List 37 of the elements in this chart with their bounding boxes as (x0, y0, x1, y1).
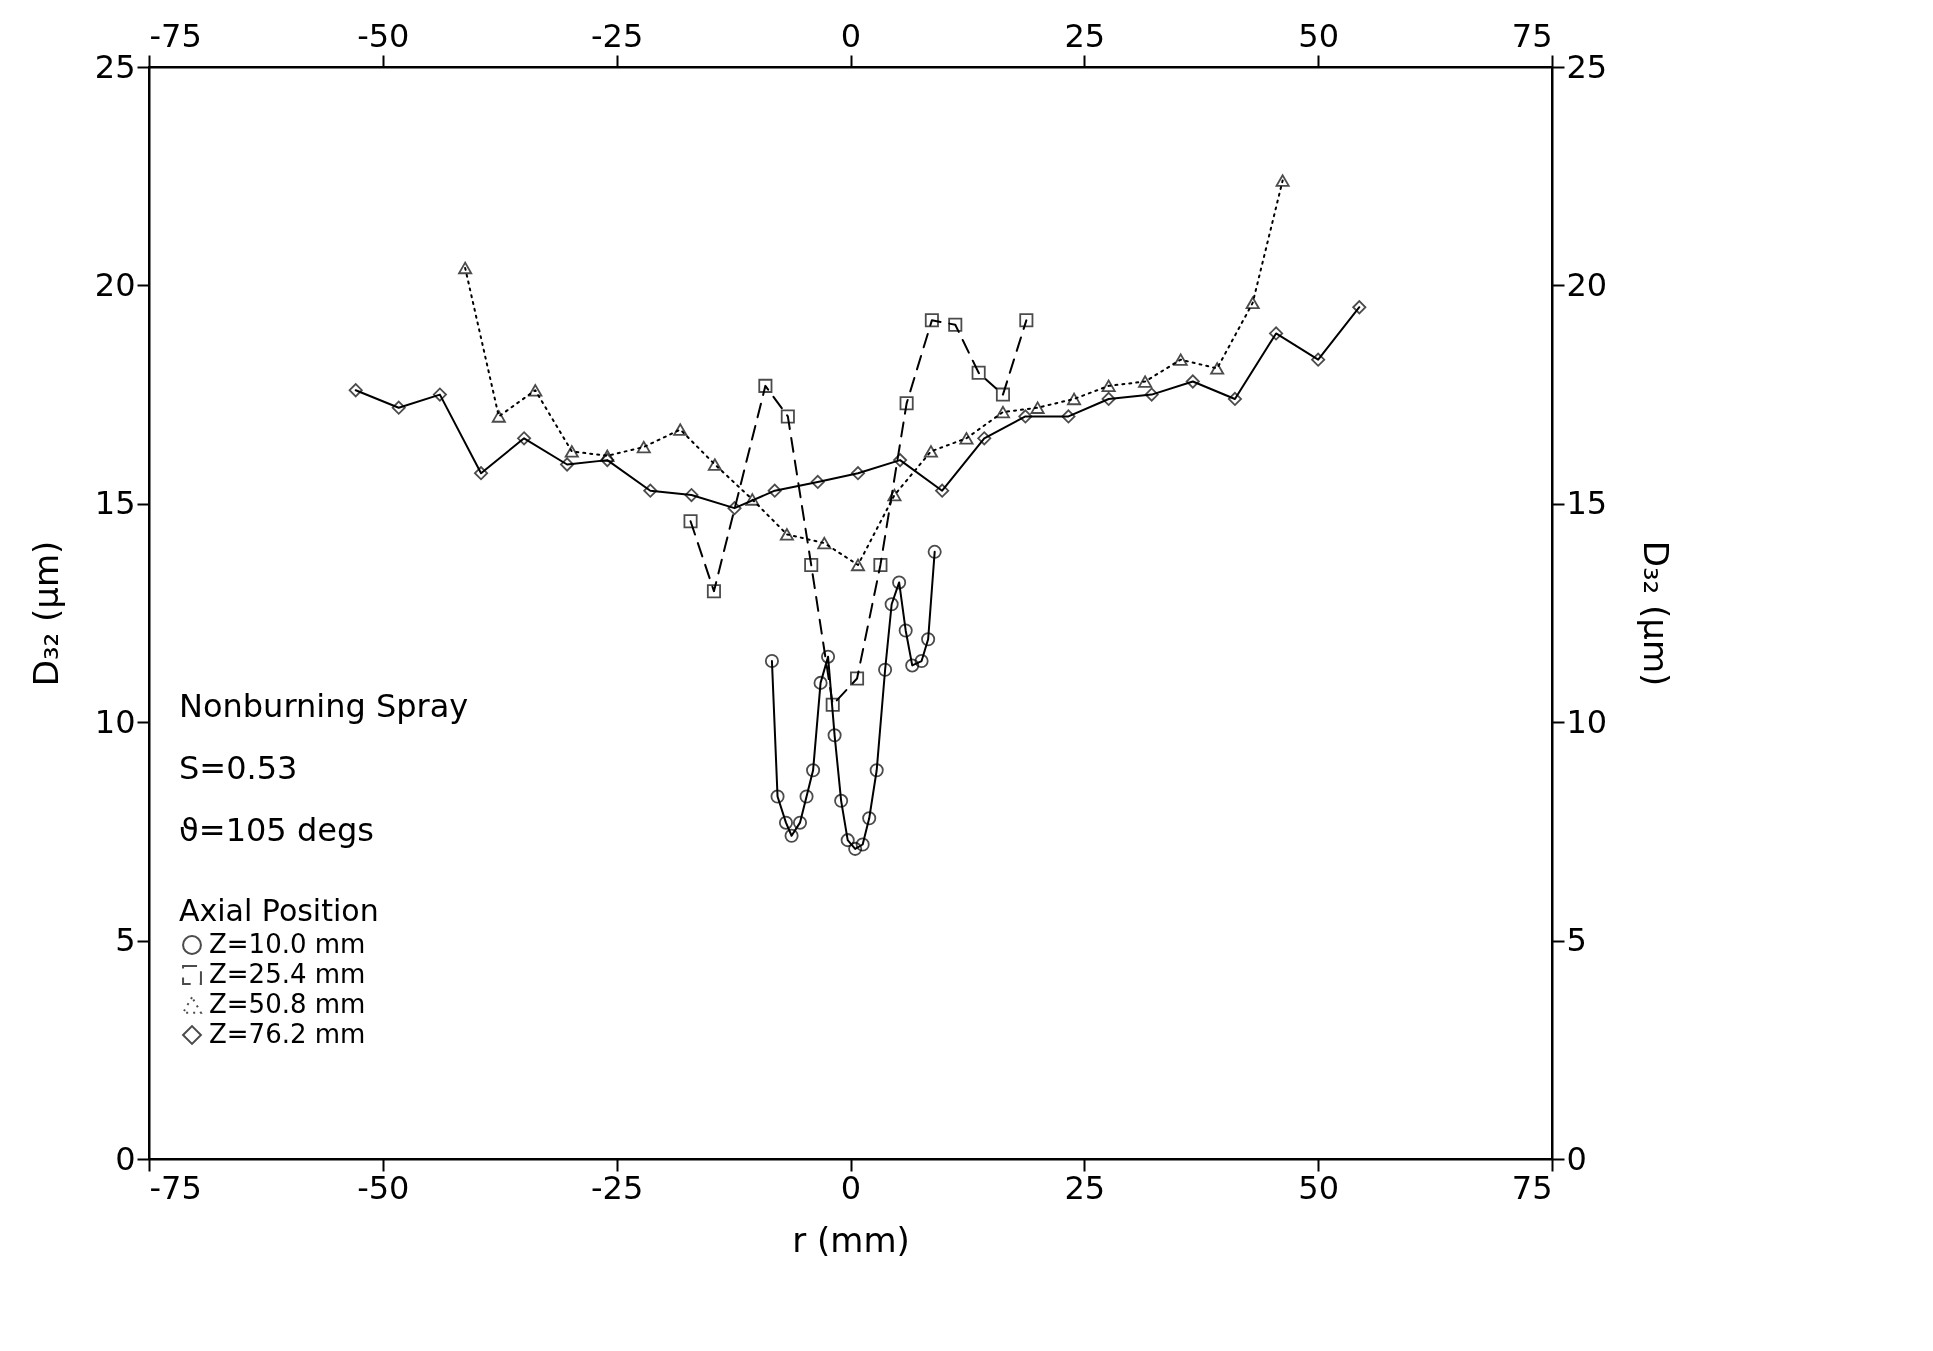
x-tick-label: 25 (1064, 1168, 1106, 1207)
y-axis-title: D₃₂ (μm) (25, 540, 66, 687)
x2-tick-label: -25 (591, 16, 644, 55)
x2-tick-label: -50 (357, 16, 410, 55)
y2-tick-label: 0 (1566, 1139, 1587, 1178)
annotation: Nonburning Spray (179, 687, 469, 725)
x2-tick-label: 75 (1511, 16, 1553, 55)
x-tick-label: -75 (149, 1168, 202, 1207)
x2-tick-label: 25 (1064, 16, 1106, 55)
annotation: S=0.53 (179, 749, 298, 787)
x-tick-label: 50 (1298, 1168, 1340, 1207)
y2-tick-label: 25 (1566, 47, 1608, 86)
legend-label: Z=76.2 mm (209, 1019, 366, 1049)
x-tick-label: -25 (591, 1168, 644, 1207)
y-tick-label: 25 (94, 47, 136, 86)
legend-label: Z=25.4 mm (209, 959, 366, 989)
x-tick-label: 75 (1511, 1168, 1553, 1207)
x-axis-title: r (mm) (792, 1219, 910, 1260)
x2-tick-label: 0 (840, 16, 862, 55)
annotation: ϑ=105 degs (179, 811, 374, 849)
y2-tick-label: 15 (1566, 484, 1608, 523)
y-tick-label: 5 (115, 921, 136, 960)
x-tick-label: 0 (840, 1168, 862, 1207)
y2-tick-label: 20 (1566, 265, 1608, 304)
y2-axis-title: D₃₂ (μm) (1636, 540, 1677, 687)
legend-label: Z=10.0 mm (209, 929, 366, 959)
y-tick-label: 0 (115, 1139, 136, 1178)
x2-tick-label: -75 (149, 16, 202, 55)
y2-tick-label: 5 (1566, 921, 1587, 960)
y2-tick-label: 10 (1566, 702, 1608, 741)
y-tick-label: 10 (94, 702, 136, 741)
legend-label: Z=50.8 mm (209, 989, 366, 1019)
x-tick-label: -50 (357, 1168, 410, 1207)
y-tick-label: 15 (94, 484, 136, 523)
legend-title: Axial Position (179, 893, 379, 928)
x2-tick-label: 50 (1298, 16, 1340, 55)
y-tick-label: 20 (94, 265, 136, 304)
